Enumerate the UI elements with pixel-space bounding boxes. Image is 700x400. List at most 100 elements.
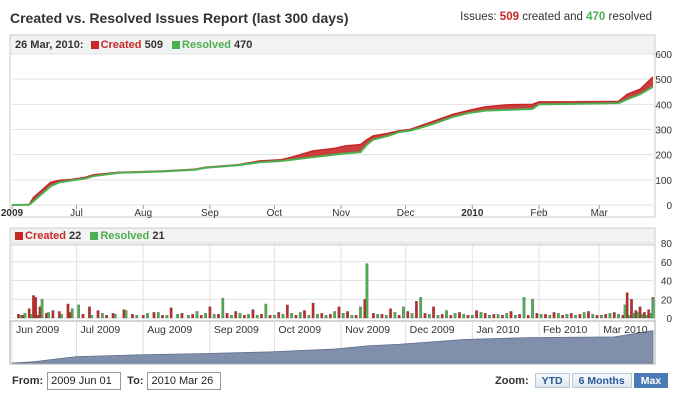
resolved-daily-bar[interactable] xyxy=(100,313,104,319)
created-daily-bar[interactable] xyxy=(225,313,229,319)
resolved-daily-bar[interactable] xyxy=(376,314,380,319)
resolved-daily-bar[interactable] xyxy=(350,315,354,319)
created-daily-bar[interactable] xyxy=(161,315,164,319)
created-daily-bar[interactable] xyxy=(432,306,435,319)
created-daily-bar[interactable] xyxy=(152,312,156,319)
created-daily-bar[interactable] xyxy=(415,300,418,319)
resolved-series-line[interactable] xyxy=(11,85,654,206)
created-daily-bar[interactable] xyxy=(27,308,31,319)
resolved-daily-bar[interactable] xyxy=(221,298,225,319)
created-daily-bar[interactable] xyxy=(285,304,289,319)
created-daily-bar[interactable] xyxy=(595,315,599,319)
zoom-max-button[interactable]: Max xyxy=(633,373,669,388)
resolved-daily-bar[interactable] xyxy=(410,313,414,319)
bottom-legend-created-label[interactable]: Created xyxy=(25,230,66,242)
created-daily-bar[interactable] xyxy=(303,310,306,319)
resolved-daily-bar[interactable] xyxy=(505,313,509,319)
resolved-daily-bar[interactable] xyxy=(600,315,603,319)
resolved-daily-bar[interactable] xyxy=(204,313,207,319)
created-daily-bar[interactable] xyxy=(423,313,427,319)
created-daily-bar[interactable] xyxy=(337,306,341,319)
resolved-daily-bar[interactable] xyxy=(632,313,635,319)
bottom-legend-resolved-label[interactable]: Resolved xyxy=(100,230,150,242)
resolved-daily-bar[interactable] xyxy=(146,313,149,319)
created-daily-bar[interactable] xyxy=(234,311,238,319)
created-daily-bar[interactable] xyxy=(518,314,521,319)
created-daily-bar[interactable] xyxy=(251,309,255,319)
created-daily-bar[interactable] xyxy=(389,308,392,319)
resolved-daily-bar[interactable] xyxy=(230,315,233,319)
resolved-daily-bar[interactable] xyxy=(608,313,612,319)
created-daily-bar[interactable] xyxy=(466,315,470,319)
resolved-daily-bar[interactable] xyxy=(195,311,199,319)
resolved-daily-bar[interactable] xyxy=(402,306,405,319)
resolved-daily-bar[interactable] xyxy=(627,315,631,319)
resolved-daily-bar[interactable] xyxy=(539,314,543,319)
created-daily-bar[interactable] xyxy=(397,315,401,319)
created-daily-bar[interactable] xyxy=(320,313,324,319)
resolved-daily-bar[interactable] xyxy=(187,315,190,319)
created-daily-bar[interactable] xyxy=(141,315,145,319)
resolved-daily-bar[interactable] xyxy=(522,297,526,319)
resolved-daily-bar[interactable] xyxy=(636,312,640,319)
created-daily-bar[interactable] xyxy=(208,306,212,319)
resolved-daily-bar[interactable] xyxy=(427,314,431,319)
created-daily-bar[interactable] xyxy=(612,312,616,319)
top-legend-resolved-label[interactable]: Resolved xyxy=(182,39,231,51)
resolved-daily-bar[interactable] xyxy=(176,314,179,319)
resolved-daily-bar[interactable] xyxy=(23,313,27,319)
resolved-daily-bar[interactable] xyxy=(453,313,457,319)
resolved-daily-bar[interactable] xyxy=(307,315,311,319)
created-daily-bar[interactable] xyxy=(501,315,504,319)
created-daily-bar[interactable] xyxy=(449,315,453,319)
resolved-daily-bar[interactable] xyxy=(316,314,319,319)
resolved-daily-bar[interactable] xyxy=(462,314,466,319)
resolved-daily-bar[interactable] xyxy=(419,297,423,319)
resolved-daily-bar[interactable] xyxy=(247,314,250,319)
resolved-daily-bar[interactable] xyxy=(341,313,345,319)
resolved-daily-bar[interactable] xyxy=(445,310,448,319)
resolved-daily-bar[interactable] xyxy=(565,314,569,319)
created-daily-bar[interactable] xyxy=(328,314,332,319)
resolved-daily-bar[interactable] xyxy=(645,315,648,319)
resolved-daily-bar[interactable] xyxy=(436,315,440,319)
resolved-daily-bar[interactable] xyxy=(90,315,93,319)
created-daily-bar[interactable] xyxy=(544,314,547,319)
created-daily-bar[interactable] xyxy=(88,306,91,319)
resolved-daily-bar[interactable] xyxy=(165,315,169,319)
created-daily-bar[interactable] xyxy=(268,315,272,319)
created-daily-bar[interactable] xyxy=(630,299,633,319)
created-daily-bar[interactable] xyxy=(492,314,496,319)
resolved-daily-bar[interactable] xyxy=(113,314,117,319)
resolved-daily-bar[interactable] xyxy=(70,308,74,319)
resolved-daily-bar[interactable] xyxy=(281,314,285,319)
created-daily-bar[interactable] xyxy=(51,310,55,319)
created-daily-bar[interactable] xyxy=(552,312,556,319)
created-daily-bar[interactable] xyxy=(535,313,539,319)
resolved-daily-bar[interactable] xyxy=(393,312,397,319)
created-daily-bar[interactable] xyxy=(561,315,565,319)
resolved-daily-bar[interactable] xyxy=(30,314,33,319)
resolved-daily-bar[interactable] xyxy=(77,304,81,319)
created-daily-bar[interactable] xyxy=(66,303,70,319)
resolved-daily-bar[interactable] xyxy=(548,315,552,319)
from-date-input[interactable] xyxy=(47,372,122,390)
resolved-daily-bar[interactable] xyxy=(651,298,655,319)
created-daily-bar[interactable] xyxy=(354,315,358,319)
created-daily-bar[interactable] xyxy=(242,315,246,319)
resolved-daily-bar[interactable] xyxy=(298,312,302,319)
created-daily-bar[interactable] xyxy=(569,313,573,319)
resolved-daily-bar[interactable] xyxy=(124,310,128,319)
created-series-line[interactable] xyxy=(11,76,654,206)
top-legend-created-label[interactable]: Created xyxy=(100,39,142,51)
resolved-daily-bar[interactable] xyxy=(47,312,50,319)
created-daily-bar[interactable] xyxy=(277,312,281,319)
zoom-6-months-button[interactable]: 6 Months xyxy=(571,373,632,388)
resolved-daily-bar[interactable] xyxy=(365,263,369,319)
resolved-daily-bar[interactable] xyxy=(479,312,483,319)
created-daily-bar[interactable] xyxy=(526,315,530,319)
resolved-daily-bar[interactable] xyxy=(264,303,268,319)
resolved-daily-bar[interactable] xyxy=(255,315,259,319)
resolved-daily-bar[interactable] xyxy=(273,315,276,319)
to-date-input[interactable] xyxy=(147,372,222,390)
